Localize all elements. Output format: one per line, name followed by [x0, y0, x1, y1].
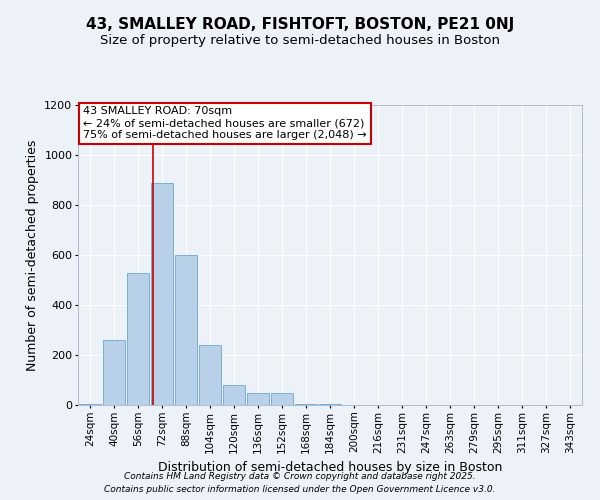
X-axis label: Distribution of semi-detached houses by size in Boston: Distribution of semi-detached houses by … [158, 461, 502, 474]
Text: 43, SMALLEY ROAD, FISHTOFT, BOSTON, PE21 0NJ: 43, SMALLEY ROAD, FISHTOFT, BOSTON, PE21… [86, 18, 514, 32]
Text: 43 SMALLEY ROAD: 70sqm
← 24% of semi-detached houses are smaller (672)
75% of se: 43 SMALLEY ROAD: 70sqm ← 24% of semi-det… [83, 106, 367, 140]
Text: Size of property relative to semi-detached houses in Boston: Size of property relative to semi-detach… [100, 34, 500, 47]
Bar [79, 404, 101, 405]
Bar [295, 404, 317, 405]
Bar [151, 182, 173, 405]
Bar [223, 385, 245, 405]
Y-axis label: Number of semi-detached properties: Number of semi-detached properties [26, 140, 39, 370]
Bar [103, 340, 125, 405]
Bar [271, 392, 293, 405]
Bar [247, 392, 269, 405]
Bar [127, 272, 149, 405]
Bar [175, 255, 197, 405]
Bar [319, 404, 341, 405]
Text: Contains public sector information licensed under the Open Government Licence v3: Contains public sector information licen… [104, 484, 496, 494]
Text: Contains HM Land Registry data © Crown copyright and database right 2025.: Contains HM Land Registry data © Crown c… [124, 472, 476, 481]
Bar [199, 345, 221, 405]
